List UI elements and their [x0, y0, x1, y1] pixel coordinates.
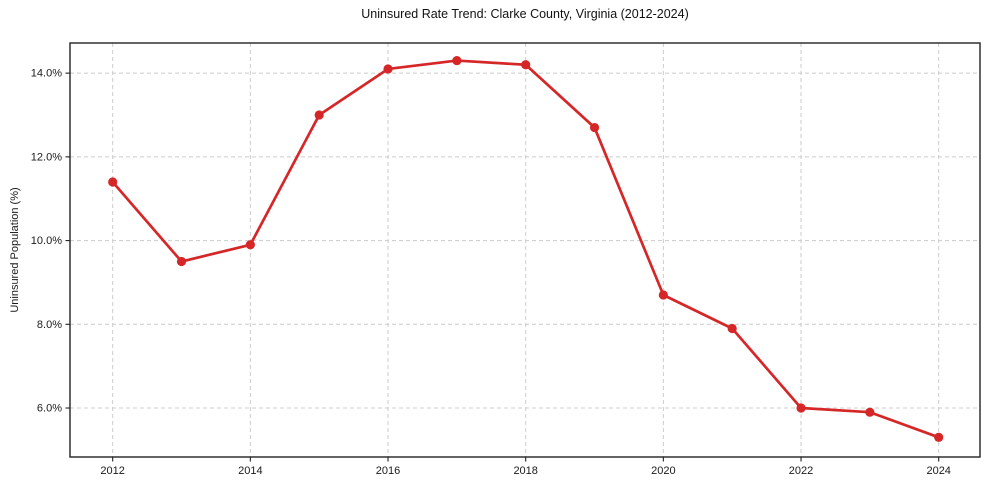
data-point-2014	[245, 240, 255, 250]
x-tick-label: 2012	[100, 465, 124, 477]
data-point-2021	[727, 323, 737, 334]
x-tick-label: 2024	[926, 465, 950, 477]
data-point-2016	[383, 64, 393, 74]
x-tick-label: 2020	[651, 465, 675, 477]
y-tick-label: 14.0%	[31, 68, 62, 80]
x-tick-label: 2014	[238, 465, 262, 477]
x-tick-label: 2018	[513, 465, 537, 477]
chart-title: Uninsured Rate Trend: Clarke County, Vir…	[361, 7, 689, 21]
data-point-2012	[108, 177, 118, 187]
data-point-2018	[521, 60, 531, 70]
plot-border	[69, 42, 981, 458]
data-point-2024	[934, 432, 944, 442]
y-tick-label: 12.0%	[31, 151, 62, 163]
data-point-2020	[658, 290, 668, 300]
y-tick-label: 6.0%	[37, 403, 62, 415]
data-point-2015	[314, 110, 324, 120]
data-point-2019	[589, 122, 600, 133]
data-point-2022	[796, 403, 806, 413]
data-point-2023	[865, 407, 875, 417]
x-tick-label: 2016	[376, 465, 400, 477]
x-tick-label: 2022	[789, 465, 813, 477]
y-tick-label: 10.0%	[31, 235, 62, 247]
data-point-2013	[176, 256, 187, 267]
data-point-2017	[452, 55, 462, 66]
y-tick-label: 8.0%	[37, 319, 62, 331]
